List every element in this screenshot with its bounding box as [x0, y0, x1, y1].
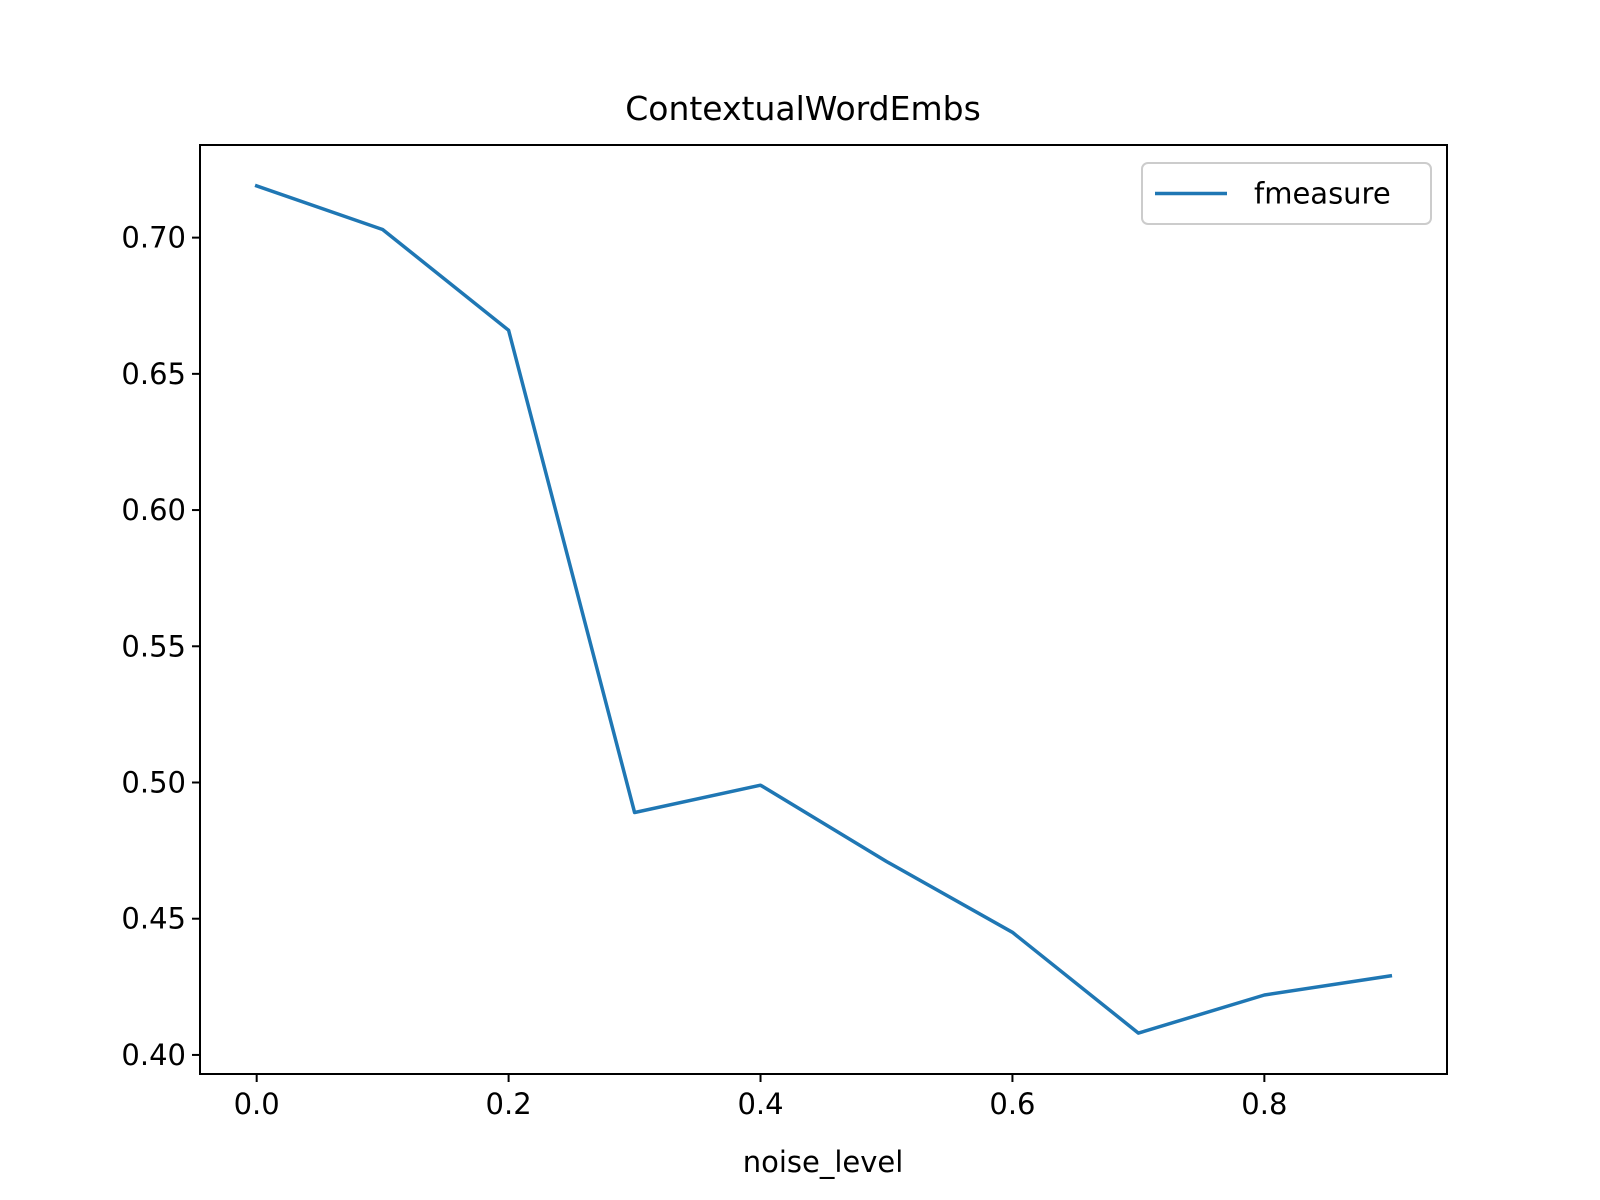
y-tick-label: 0.65 [121, 357, 186, 391]
y-tick-label: 0.50 [121, 765, 186, 799]
legend-box [1141, 162, 1432, 225]
x-axis-label: noise_level [743, 1145, 904, 1179]
y-tick-label: 0.70 [121, 221, 186, 255]
y-tick-label: 0.40 [121, 1038, 186, 1072]
x-tick-label: 0.6 [989, 1087, 1035, 1121]
x-tick-label: 0.2 [486, 1087, 532, 1121]
chart-title: ContextualWordEmbs [625, 89, 981, 128]
x-tick-label: 0.4 [737, 1087, 783, 1121]
y-tick-label: 0.60 [121, 493, 186, 527]
x-tick-label: 0.8 [1241, 1087, 1287, 1121]
plot-area [254, 183, 1393, 1035]
y-tick-label: 0.45 [121, 902, 186, 936]
legend: fmeasure [1141, 162, 1432, 225]
axis-ticks: 0.0 0.2 0.4 0.6 0.8 0.40 0.45 0.50 0.55 0.60 0.65 0… [121, 221, 1287, 1121]
y-tick-label: 0.55 [121, 629, 186, 663]
x-tick-label: 0.0 [234, 1087, 280, 1121]
series-line-fmeasure [254, 183, 1393, 1035]
axes-frame [199, 144, 1448, 1075]
legend-label: fmeasure [1254, 177, 1391, 211]
